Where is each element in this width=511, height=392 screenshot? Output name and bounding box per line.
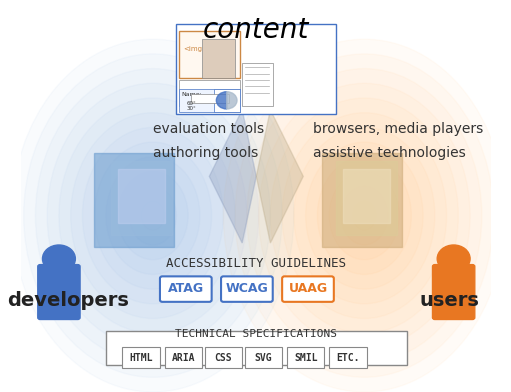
Bar (343, 169, 390, 223)
Text: SMIL: SMIL (294, 353, 317, 363)
Bar (214, 89, 240, 112)
Text: authoring tools: authoring tools (153, 146, 258, 160)
FancyBboxPatch shape (221, 276, 273, 302)
Bar (336, 161, 397, 235)
Bar (329, 347, 367, 368)
Polygon shape (210, 110, 257, 243)
Text: developers: developers (7, 291, 129, 310)
Bar (118, 169, 165, 223)
Text: Name:: Name: (181, 92, 202, 97)
FancyBboxPatch shape (38, 265, 80, 319)
Text: ATAG: ATAG (168, 282, 204, 296)
Bar (245, 347, 282, 368)
Bar (287, 347, 324, 368)
Text: ETC.: ETC. (336, 353, 360, 363)
Text: HTML: HTML (129, 353, 153, 363)
Bar (179, 31, 240, 78)
Bar (110, 161, 172, 235)
Wedge shape (216, 92, 227, 109)
Bar (202, 39, 235, 78)
Bar (94, 153, 174, 247)
Text: WCAG: WCAG (225, 282, 268, 296)
Bar (165, 347, 202, 368)
FancyBboxPatch shape (282, 276, 334, 302)
Text: users: users (419, 291, 479, 310)
Text: CSS: CSS (215, 353, 232, 363)
Text: SVG: SVG (254, 353, 272, 363)
Polygon shape (257, 110, 303, 243)
Bar (179, 80, 240, 106)
Text: TECHNICAL SPECIFICATIONS: TECHNICAL SPECIFICATIONS (175, 329, 337, 339)
Wedge shape (227, 92, 237, 109)
Circle shape (437, 245, 470, 272)
Text: assistive technologies: assistive technologies (313, 146, 466, 160)
Bar (192, 94, 229, 103)
Circle shape (42, 245, 76, 272)
Bar (204, 347, 242, 368)
Text: ARIA: ARIA (172, 353, 195, 363)
Bar (242, 63, 273, 106)
Bar (122, 347, 160, 368)
FancyBboxPatch shape (160, 276, 212, 302)
Bar (176, 24, 336, 114)
Bar (322, 153, 402, 247)
FancyBboxPatch shape (432, 265, 475, 319)
Text: browsers, media players: browsers, media players (313, 122, 483, 136)
Text: 30°: 30° (187, 106, 197, 111)
Text: ACCESSIBILITY GUIDELINES: ACCESSIBILITY GUIDELINES (166, 256, 346, 270)
Text: 60°: 60° (187, 101, 197, 106)
Bar (179, 89, 240, 112)
Text: UAAG: UAAG (288, 282, 328, 296)
Text: evaluation tools: evaluation tools (153, 122, 264, 136)
Text: content: content (203, 16, 310, 44)
Text: <img: <img (183, 46, 202, 52)
Bar (106, 331, 407, 365)
